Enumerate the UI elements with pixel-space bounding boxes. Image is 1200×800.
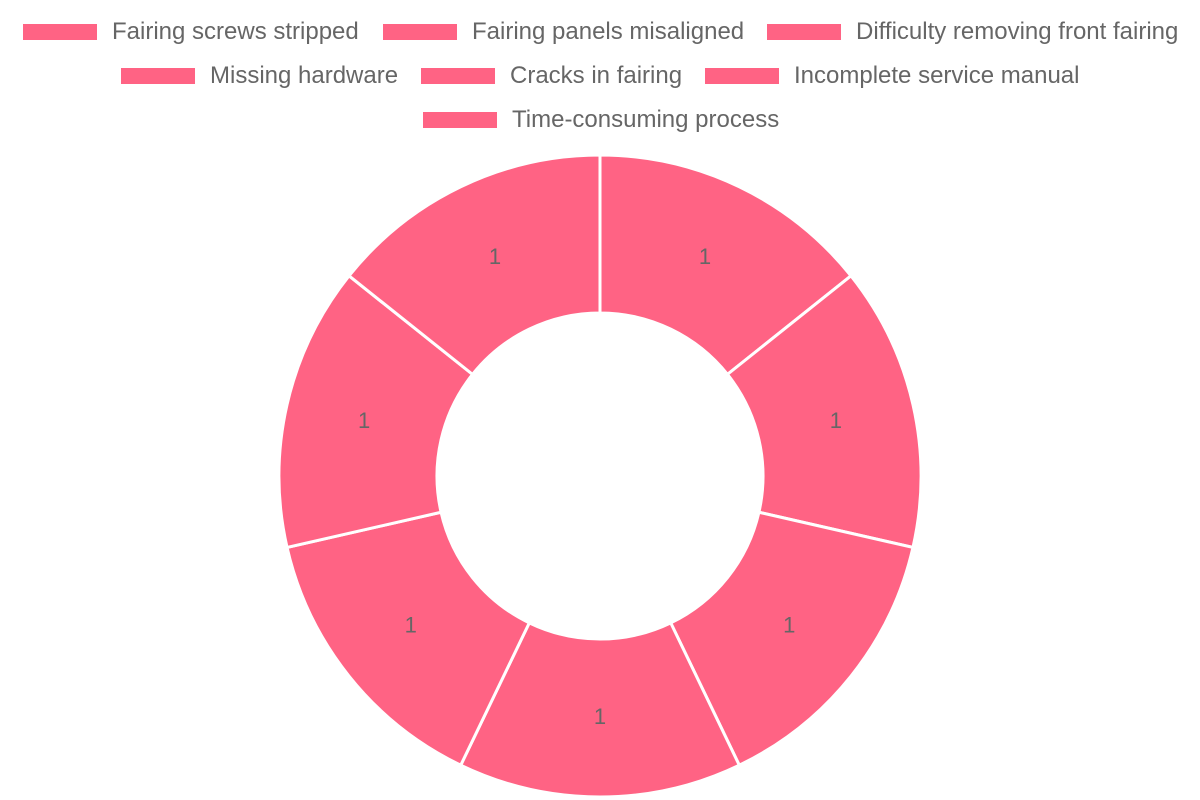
legend-item[interactable]: Fairing screws stripped <box>22 18 359 45</box>
slice-value-label: 1 <box>358 408 370 433</box>
legend-label: Missing hardware <box>210 62 399 89</box>
legend-label: Fairing panels misaligned <box>472 18 745 45</box>
legend-swatch <box>120 67 196 85</box>
donut-slices <box>277 153 923 799</box>
legend-item[interactable]: Incomplete service manual <box>704 62 1080 89</box>
legend-swatch <box>382 23 458 41</box>
donut-data-labels: 1 1 1 1 1 1 1 <box>358 244 842 729</box>
donut-slice[interactable] <box>277 273 475 550</box>
legend-item[interactable]: Cracks in fairing <box>420 62 683 89</box>
slice-value-label: 1 <box>783 613 795 638</box>
slice-value-label: 1 <box>830 408 842 433</box>
slice-value-label: 1 <box>405 613 417 638</box>
legend-item[interactable]: Time-consuming process <box>422 106 780 133</box>
slice-value-label: 1 <box>594 704 606 729</box>
donut-slice[interactable] <box>725 273 923 550</box>
chart-legend: Fairing screws stripped Fairing panels m… <box>0 0 1200 140</box>
legend-swatch <box>22 23 98 41</box>
legend-item[interactable]: Missing hardware <box>120 62 399 89</box>
legend-item[interactable]: Fairing panels misaligned <box>382 18 745 45</box>
legend-label: Cracks in fairing <box>510 62 683 89</box>
legend-swatch <box>766 23 842 41</box>
slice-value-label: 1 <box>489 244 501 269</box>
legend-swatch <box>422 111 498 129</box>
slice-value-label: 1 <box>699 244 711 269</box>
legend-label: Fairing screws stripped <box>112 18 359 45</box>
donut-slice[interactable] <box>346 153 602 377</box>
donut-slice[interactable] <box>598 153 854 377</box>
legend-item[interactable]: Difficulty removing front fairing <box>766 18 1179 45</box>
legend-label: Incomplete service manual <box>794 62 1080 89</box>
donut-slice[interactable] <box>668 510 915 768</box>
legend-swatch <box>704 67 780 85</box>
legend-label: Difficulty removing front fairing <box>856 18 1179 45</box>
donut-slice[interactable] <box>458 620 742 799</box>
donut-slice[interactable] <box>285 510 532 768</box>
legend-swatch <box>420 67 496 85</box>
legend-label: Time-consuming process <box>512 106 780 133</box>
